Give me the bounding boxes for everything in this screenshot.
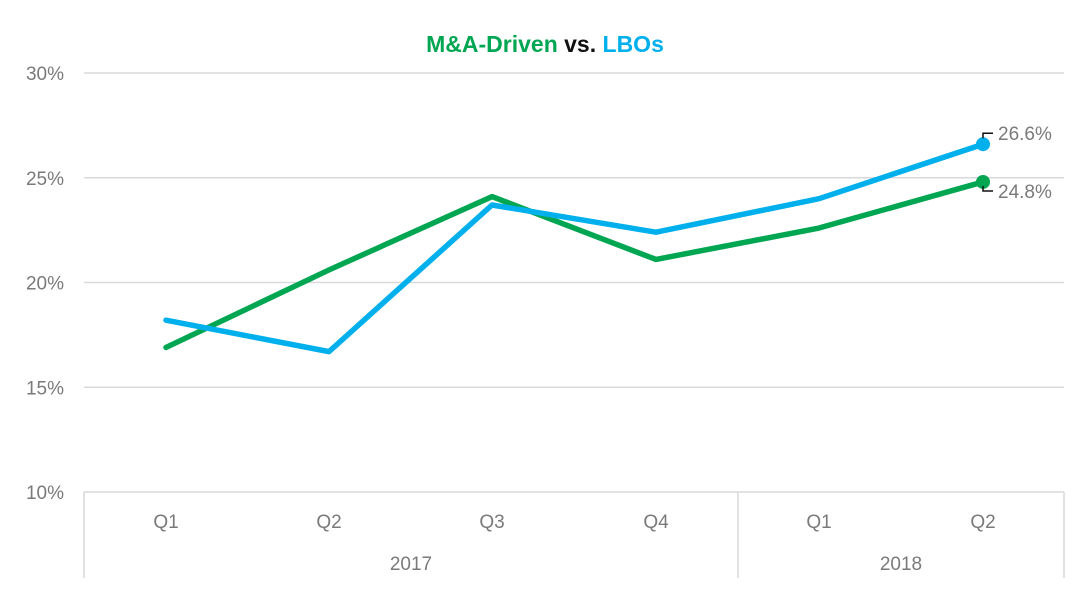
- y-tick-label: 15%: [26, 378, 64, 399]
- y-tick-label: 25%: [26, 169, 64, 190]
- chart-title-part-0: M&A-Driven: [426, 31, 558, 57]
- x-tick-label: Q1: [806, 512, 831, 533]
- x-tick-label: Q3: [479, 512, 504, 533]
- series-line-ma-driven: [163, 179, 986, 351]
- y-tick-label: 10%: [26, 483, 64, 504]
- x-axis: Q1 Q2 Q3 Q4 Q1 Q2 2017 2018: [83, 491, 1065, 578]
- x-tick-label: Q2: [316, 512, 341, 533]
- chart-title-part-2: LBOs: [603, 31, 664, 57]
- chart-title: M&A-Driven vs. LBOs: [426, 31, 664, 57]
- data-label: 24.8%: [998, 182, 1052, 203]
- data-label: 26.6%: [998, 124, 1052, 145]
- data-label-leader: [982, 132, 993, 139]
- x-group-label: 2017: [390, 554, 432, 575]
- series-lines: [163, 137, 990, 355]
- gridlines: [84, 72, 1064, 388]
- chart-title-part-1: vs.: [558, 31, 603, 57]
- data-label-leader: [982, 185, 993, 192]
- y-tick-label: 30%: [26, 64, 64, 85]
- x-tick-label: Q1: [153, 512, 178, 533]
- x-tick-label: Q2: [970, 512, 995, 533]
- series-end-marker: [976, 174, 990, 189]
- y-axis-tick-labels: 10% 15% 20% 25% 30%: [26, 64, 64, 504]
- x-group-label: 2018: [880, 554, 922, 575]
- x-tick-label: Q4: [643, 512, 669, 533]
- y-tick-label: 20%: [26, 274, 64, 295]
- data-labels: 24.8% 26.6%: [982, 124, 1052, 203]
- series-end-marker: [976, 137, 990, 152]
- series-line-lbos: [163, 141, 986, 355]
